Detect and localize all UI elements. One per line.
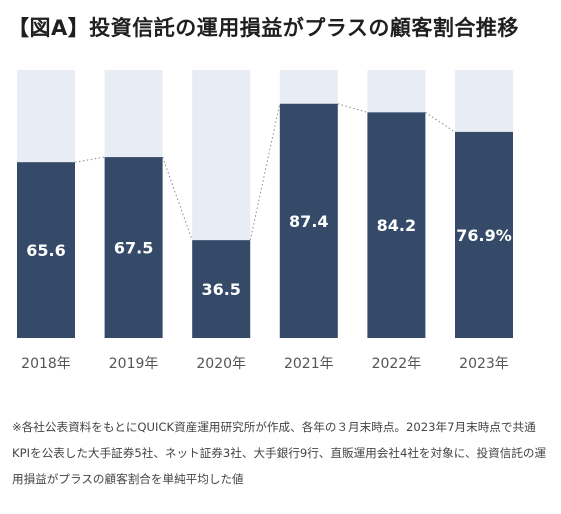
category-label: 2021年 <box>284 356 334 372</box>
category-label: 2018年 <box>21 356 71 372</box>
value-bar <box>17 162 75 338</box>
value-bar <box>192 240 251 338</box>
background-bars <box>17 70 513 338</box>
value-label: 87.4 <box>289 212 328 231</box>
category-label: 2022年 <box>372 356 422 372</box>
value-label: 65.6 <box>26 241 65 260</box>
connector-line <box>425 111 456 133</box>
connector-line <box>74 156 105 163</box>
category-labels: 2018年 2019年 2020年 2021年 2022年 2023年 <box>21 356 509 372</box>
value-bars <box>17 103 513 339</box>
value-bar <box>279 103 338 338</box>
value-label: 76.9% <box>456 226 512 245</box>
value-bar <box>104 157 163 338</box>
bar-chart: 65.6 67.5 36.5 87.4 84.2 76.9% 2018年 2019年 2020… <box>17 70 513 372</box>
value-labels: 65.6 67.5 36.5 87.4 84.2 76.9% <box>26 212 512 299</box>
chart-title: 【図A】投資信託の運用損益がプラスの顧客割合推移 <box>8 16 519 40</box>
connector-line <box>249 103 281 241</box>
value-bar <box>367 112 426 339</box>
value-bar <box>455 131 513 338</box>
category-label: 2020年 <box>196 356 246 372</box>
value-label: 36.5 <box>201 280 240 299</box>
footnote: ※各社公表資料をもとにQUICK資産運用研究所が作成、各年の３月末時点。2023… <box>12 420 547 486</box>
value-label: 67.5 <box>114 239 153 258</box>
category-label: 2023年 <box>459 356 509 372</box>
category-label: 2019年 <box>109 356 159 372</box>
value-label: 84.2 <box>377 216 416 235</box>
connector-lines <box>74 103 456 241</box>
connector-line <box>162 156 193 241</box>
connector-line <box>337 103 368 113</box>
